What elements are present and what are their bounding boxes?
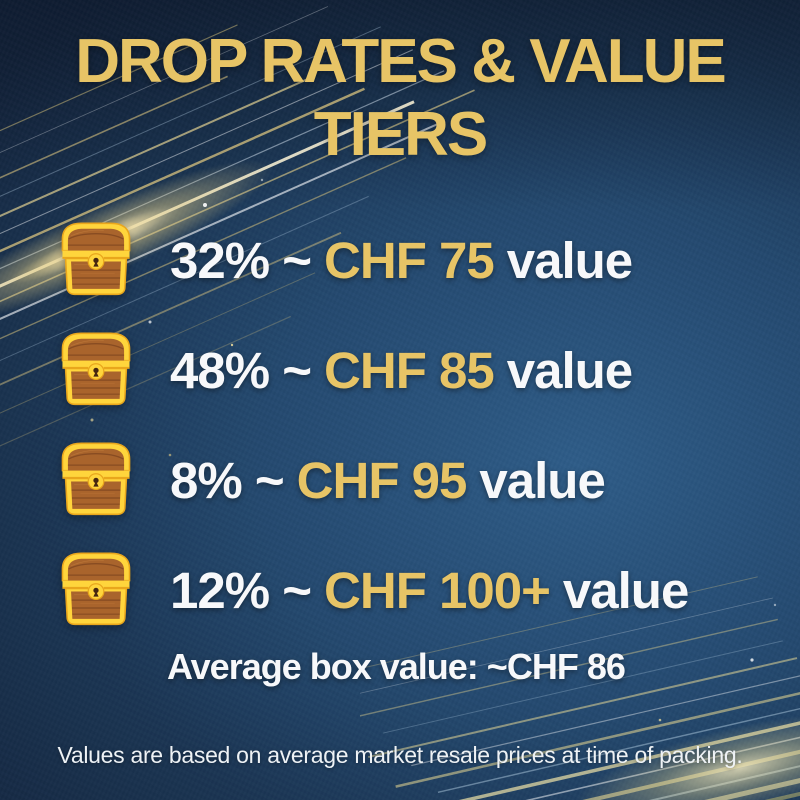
treasure-chest-icon <box>61 222 131 296</box>
tier-row-4: 12% ~ CHF 100+ value <box>57 551 689 629</box>
tier-row-1: 32% ~ CHF 75 value <box>57 221 688 299</box>
treasure-chest-icon <box>61 552 131 626</box>
tier-suffix: value <box>506 231 633 289</box>
tier-label: 48% ~ CHF 85 value <box>170 341 633 400</box>
tier-suffix: value <box>506 341 633 399</box>
tier-suffix: value <box>479 451 605 509</box>
tier-chf-value: CHF 95 <box>296 451 468 509</box>
tier-label: 32% ~ CHF 75 value <box>170 231 633 290</box>
treasure-chest-icon <box>61 442 131 516</box>
tier-suffix: value <box>562 561 689 619</box>
treasure-chest-icon <box>61 332 131 406</box>
tier-rate: 12% ~ <box>170 561 312 619</box>
tier-label: 12% ~ CHF 100+ value <box>170 561 689 620</box>
footnote: Values are based on average market resal… <box>57 742 743 768</box>
tier-chf-value: CHF 85 <box>324 341 495 399</box>
tier-row-2: 48% ~ CHF 85 value <box>57 331 688 409</box>
tier-rate: 8% ~ <box>170 451 285 509</box>
average-box-value: Average box value: ~CHF 86 <box>167 646 626 687</box>
tier-label: 8% ~ CHF 95 value <box>170 451 606 510</box>
page-title: DROP RATES & VALUE TIERS <box>0 26 800 171</box>
tier-row-3: 8% ~ CHF 95 value <box>57 441 688 519</box>
tier-list: 32% ~ CHF 75 value 48% ~ CHF 85 value 8%… <box>57 221 689 661</box>
tier-chf-value: CHF 100+ <box>324 561 551 619</box>
page-title-line-1: DROP RATES & VALUE <box>75 27 727 96</box>
tier-rate: 48% ~ <box>170 341 312 399</box>
page-title-line-2: TIERS <box>313 99 489 169</box>
tier-chf-value: CHF 75 <box>324 231 495 289</box>
tier-rate: 32% ~ <box>170 231 312 289</box>
